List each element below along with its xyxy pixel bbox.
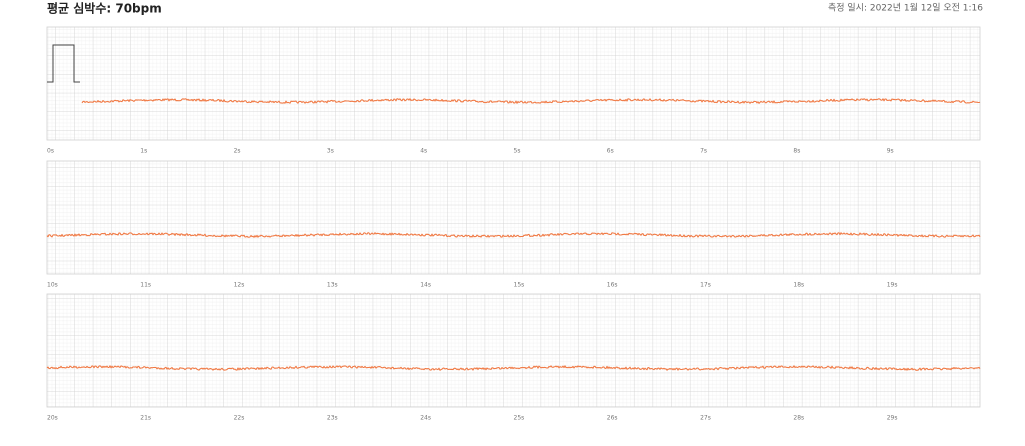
- time-label: 29s: [887, 415, 898, 422]
- time-label: 27s: [700, 415, 711, 422]
- time-label: 18s: [793, 282, 804, 289]
- time-label: 5s: [514, 148, 521, 155]
- time-label: 25s: [514, 415, 525, 422]
- time-label: 21s: [140, 415, 151, 422]
- timestamp: 측정 일시: 2022년 1월 12일 오전 1:16: [828, 2, 983, 14]
- time-label: 13s: [327, 282, 338, 289]
- time-label: 9s: [887, 148, 894, 155]
- time-label: 15s: [514, 282, 525, 289]
- ecg-grid: [46, 293, 981, 408]
- time-label: 6s: [607, 148, 614, 155]
- time-label: 3s: [327, 148, 334, 155]
- ecg-trace: [46, 232, 981, 238]
- time-label: 28s: [793, 415, 804, 422]
- time-label: 12s: [234, 282, 245, 289]
- time-label: 14s: [420, 282, 431, 289]
- time-label: 23s: [327, 415, 338, 422]
- time-label: 22s: [234, 415, 245, 422]
- time-label: 4s: [420, 148, 427, 155]
- time-label: 24s: [420, 415, 431, 422]
- time-label: 1s: [140, 148, 147, 155]
- time-label: 0s: [47, 148, 54, 155]
- time-label: 16s: [607, 282, 618, 289]
- time-label: 7s: [700, 148, 707, 155]
- time-label: 11s: [140, 282, 151, 289]
- time-label: 19s: [887, 282, 898, 289]
- heart-rate-title: 평균 심박수: 70bpm: [47, 1, 162, 16]
- ecg-grid: [46, 26, 981, 141]
- calibration-pulse: [47, 44, 80, 83]
- time-label: 20s: [47, 415, 58, 422]
- time-label: 26s: [607, 415, 618, 422]
- time-label: 17s: [700, 282, 711, 289]
- ecg-trace: [81, 98, 981, 104]
- ecg-trace: [46, 365, 981, 371]
- time-label: 2s: [234, 148, 241, 155]
- ecg-grid: [46, 160, 981, 275]
- time-label: 10s: [47, 282, 58, 289]
- time-label: 8s: [793, 148, 800, 155]
